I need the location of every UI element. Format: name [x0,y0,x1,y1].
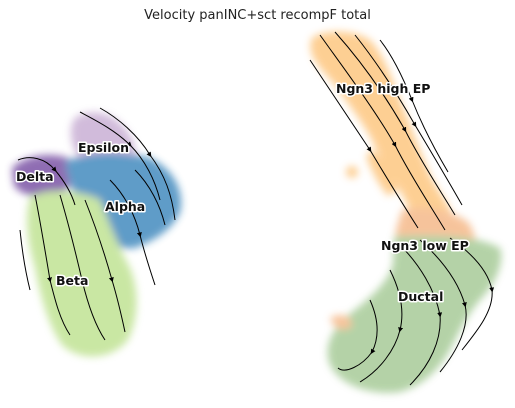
cluster-label-ductal: Ductal [398,289,443,304]
cluster-label-epsilon: Epsilon [78,140,129,155]
cluster-label-ngn3-high-ep: Ngn3 high EP [336,81,430,96]
cluster-ngn3-outlier [373,157,383,167]
cluster-label-ngn3-low-ep: Ngn3 low EP [381,238,469,253]
cluster-ngn3-high-ep [310,32,452,222]
cluster-label-delta: Delta [16,169,54,184]
cluster-label-beta: Beta [56,273,88,288]
cluster-ngn3-outlier [346,166,358,178]
cluster-label-alpha: Alpha [105,199,145,214]
